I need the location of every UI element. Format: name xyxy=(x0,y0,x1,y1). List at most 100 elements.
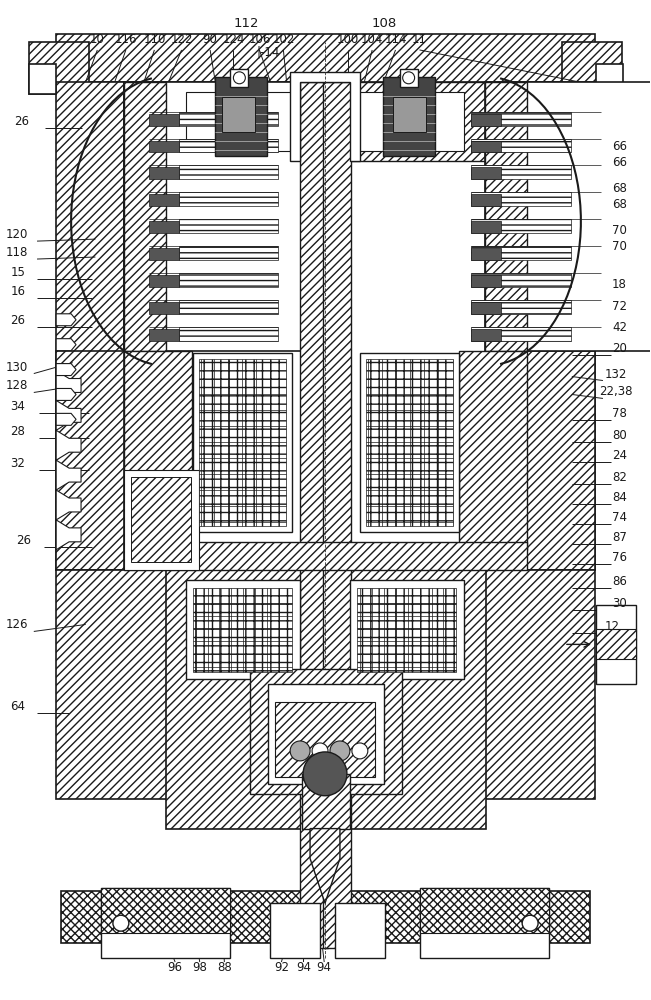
Text: 122: 122 xyxy=(171,33,193,46)
Bar xyxy=(29,64,56,94)
Bar xyxy=(268,684,383,784)
Bar xyxy=(471,275,501,287)
Polygon shape xyxy=(310,829,340,903)
Bar xyxy=(420,888,549,958)
Polygon shape xyxy=(290,72,360,161)
Text: 110: 110 xyxy=(143,33,165,46)
Bar xyxy=(471,300,571,314)
Bar xyxy=(131,477,191,562)
Polygon shape xyxy=(56,388,76,400)
Bar xyxy=(596,629,635,659)
Bar xyxy=(29,42,89,94)
Bar xyxy=(56,82,124,570)
Bar xyxy=(199,359,286,526)
Circle shape xyxy=(352,743,368,759)
Bar xyxy=(193,588,292,672)
Bar xyxy=(149,194,178,206)
Bar xyxy=(471,114,501,126)
Polygon shape xyxy=(56,400,81,430)
Bar xyxy=(215,77,268,156)
Bar xyxy=(178,273,278,287)
Bar xyxy=(485,82,651,351)
Bar xyxy=(163,82,488,161)
Polygon shape xyxy=(56,339,76,351)
Bar xyxy=(124,82,166,351)
Text: 94: 94 xyxy=(316,961,332,974)
Bar xyxy=(149,329,178,341)
Text: 80: 80 xyxy=(612,429,627,442)
Text: 108: 108 xyxy=(371,17,396,30)
Text: 26: 26 xyxy=(10,314,25,327)
Polygon shape xyxy=(56,371,81,400)
Bar xyxy=(562,42,622,94)
Bar xyxy=(149,275,178,287)
Text: 30: 30 xyxy=(612,597,627,610)
Bar xyxy=(596,605,635,684)
Bar xyxy=(300,82,328,948)
Bar xyxy=(149,167,178,179)
Text: 126: 126 xyxy=(5,618,28,631)
Text: 32: 32 xyxy=(10,457,25,470)
Bar xyxy=(302,774,350,829)
Bar xyxy=(471,221,501,233)
Circle shape xyxy=(290,741,310,761)
Bar xyxy=(270,903,320,958)
Text: 124: 124 xyxy=(222,33,245,46)
Text: 112: 112 xyxy=(234,17,259,30)
Text: 66: 66 xyxy=(612,140,627,153)
Polygon shape xyxy=(56,413,76,425)
Bar xyxy=(596,64,623,94)
Text: 132: 132 xyxy=(604,368,627,381)
Text: 118: 118 xyxy=(5,246,27,259)
Text: 102: 102 xyxy=(272,33,294,46)
Bar xyxy=(275,702,375,777)
Bar xyxy=(178,165,278,179)
Bar xyxy=(178,219,278,233)
Text: 116: 116 xyxy=(115,33,137,46)
Bar xyxy=(471,112,571,126)
Text: 106: 106 xyxy=(248,33,271,46)
Text: 68: 68 xyxy=(612,182,627,195)
Polygon shape xyxy=(56,430,81,460)
Bar xyxy=(149,302,178,314)
Text: 94: 94 xyxy=(296,961,311,974)
Bar xyxy=(471,141,501,152)
Bar xyxy=(527,351,595,570)
Bar xyxy=(149,114,178,126)
Bar xyxy=(350,580,464,679)
Text: 76: 76 xyxy=(612,551,627,564)
Polygon shape xyxy=(56,490,81,520)
Circle shape xyxy=(303,752,347,796)
Text: 114: 114 xyxy=(384,33,407,46)
Bar xyxy=(471,194,501,206)
Circle shape xyxy=(113,915,129,931)
Bar xyxy=(101,888,230,958)
Bar xyxy=(471,167,501,179)
Text: 90: 90 xyxy=(202,33,217,46)
Text: 12: 12 xyxy=(604,620,619,633)
Text: 74: 74 xyxy=(612,511,627,524)
Text: 16: 16 xyxy=(10,285,25,298)
Bar xyxy=(124,82,303,351)
Bar xyxy=(471,139,571,152)
Text: 10: 10 xyxy=(90,33,105,46)
Bar xyxy=(186,92,464,151)
Text: 24: 24 xyxy=(612,449,627,462)
Text: 15: 15 xyxy=(10,266,25,279)
Bar xyxy=(323,82,351,948)
Bar xyxy=(149,141,178,152)
Bar xyxy=(485,82,527,351)
Bar xyxy=(357,588,456,672)
Bar xyxy=(471,302,501,314)
Text: 84: 84 xyxy=(612,491,627,504)
Bar xyxy=(56,570,221,799)
Text: 100: 100 xyxy=(337,33,359,46)
Polygon shape xyxy=(56,520,81,550)
Text: 66: 66 xyxy=(612,156,627,169)
Text: 104: 104 xyxy=(361,33,383,46)
Bar xyxy=(149,221,178,233)
Text: 98: 98 xyxy=(192,961,207,974)
Bar xyxy=(420,888,549,933)
Bar xyxy=(166,570,486,829)
Text: 68: 68 xyxy=(612,198,627,211)
